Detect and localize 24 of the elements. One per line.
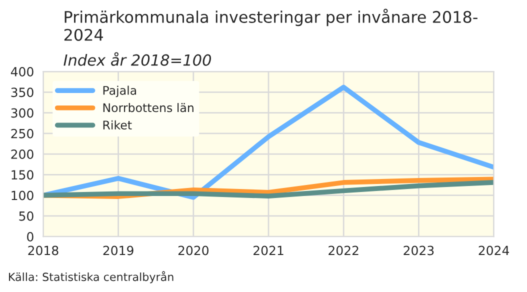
x-tick-label: 2023	[404, 246, 434, 256]
x-tick-label: 2018	[28, 246, 58, 256]
y-tick-label: 400	[10, 67, 34, 76]
text: Källa: Statistiska centralbyrån	[8, 271, 174, 284]
x-tick-label: 2021	[254, 246, 284, 256]
y-tick-label: 200	[11, 150, 34, 159]
y-tick-label: 150	[12, 170, 34, 180]
legend-label: Norrbottens län	[103, 103, 194, 112]
x-tick-label: 2022	[328, 246, 358, 256]
x-tick-label: 2024	[478, 246, 510, 256]
x-tick-label: 2019	[103, 246, 134, 256]
x-tick-label: 2020	[178, 246, 208, 256]
y-tick-label: 0	[27, 232, 34, 242]
y-tick-label: 100	[12, 190, 34, 200]
line-series	[43, 84, 494, 200]
y-tick-label: 300	[11, 108, 34, 118]
chart-subtitle: Index år 2018=100	[64, 52, 211, 66]
chart-title: Primärkommunala investeringar per invånare 2018- 2024	[64, 8, 478, 41]
y-tick-label: 350	[11, 88, 34, 98]
line-series	[43, 180, 494, 199]
legend-label: Pajala	[103, 86, 136, 98]
y-tick-label: 50	[19, 211, 34, 221]
y-tick-label: 250	[11, 128, 34, 138]
legend-label: Riket	[103, 120, 132, 130]
